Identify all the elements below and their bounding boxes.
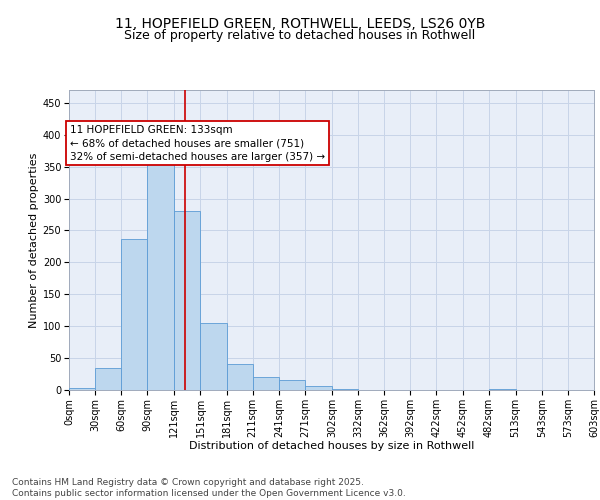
Bar [121, 240, 148, 390]
Text: Size of property relative to detached houses in Rothwell: Size of property relative to detached ho… [124, 29, 476, 42]
Bar [227, 364, 253, 390]
Bar [175, 210, 200, 390]
Y-axis label: Number of detached properties: Number of detached properties [29, 152, 38, 328]
X-axis label: Distribution of detached houses by size in Rothwell: Distribution of detached houses by size … [189, 441, 474, 451]
Bar [69, 388, 95, 390]
Bar [148, 157, 175, 390]
Bar [279, 380, 305, 390]
Bar [200, 323, 227, 390]
Text: 11 HOPEFIELD GREEN: 133sqm
← 68% of detached houses are smaller (751)
32% of sem: 11 HOPEFIELD GREEN: 133sqm ← 68% of deta… [70, 125, 325, 162]
Bar [95, 368, 121, 390]
Text: Contains HM Land Registry data © Crown copyright and database right 2025.
Contai: Contains HM Land Registry data © Crown c… [12, 478, 406, 498]
Text: 11, HOPEFIELD GREEN, ROTHWELL, LEEDS, LS26 0YB: 11, HOPEFIELD GREEN, ROTHWELL, LEEDS, LS… [115, 18, 485, 32]
Bar [253, 376, 279, 390]
Bar [305, 386, 332, 390]
Bar [332, 388, 358, 390]
